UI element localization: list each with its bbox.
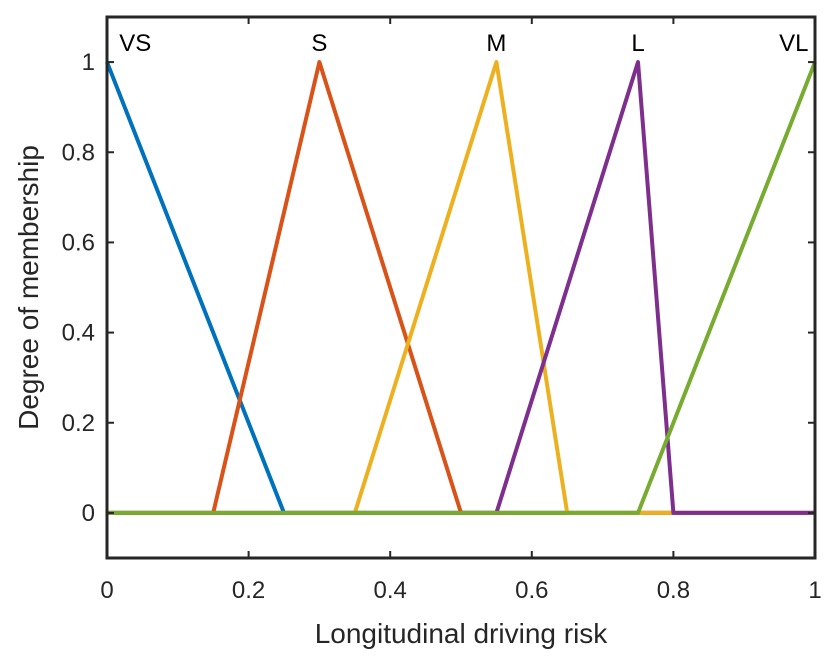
series-label-l: L [631,30,644,57]
series-line-vl [107,61,817,515]
y-tick-label: 0.6 [62,229,95,256]
series-labels-layer: VS S M L VL [119,30,808,57]
series-layer [105,60,817,515]
y-tick-label: 0.4 [62,320,95,347]
series-label-vl: VL [779,30,808,57]
series-label-s: S [311,30,327,57]
y-tick-label: 0 [82,500,95,527]
ticks-layer: 0 0.2 0.4 0.6 0.8 1 0 0.2 0.4 0.6 0.8 1 [62,17,822,604]
x-tick-label: 0.8 [657,577,690,604]
x-tick-label: 0 [100,577,113,604]
x-tick-label: 0.4 [374,577,407,604]
series-label-vs: VS [119,30,151,57]
y-tick-label: 0.8 [62,139,95,166]
y-tick-label: 1 [82,49,95,76]
series-label-m: M [486,30,506,57]
x-tick-label: 0.2 [232,577,265,604]
plot-frame [105,15,817,560]
y-tick-label: 0.2 [62,410,95,437]
x-tick-label: 0.6 [515,577,548,604]
plot-background [107,17,815,558]
x-tick-label: 1 [808,577,821,604]
y-axis-title: Degree of membership [13,145,44,430]
x-axis-title: Longitudinal driving risk [315,618,609,649]
